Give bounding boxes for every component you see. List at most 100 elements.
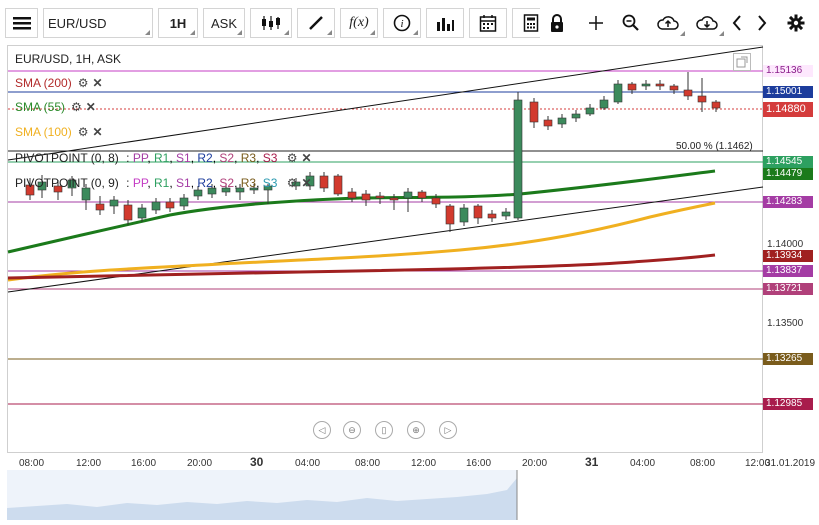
scroll-right-button[interactable]: ▷ <box>439 421 457 439</box>
candle-body[interactable] <box>683 89 693 97</box>
candle-body[interactable] <box>375 195 385 199</box>
candle-body[interactable] <box>557 117 567 125</box>
upload-button[interactable] <box>651 8 685 38</box>
candle-body[interactable] <box>95 203 105 211</box>
close-icon[interactable]: ✕ <box>92 125 103 139</box>
zoom-out-button[interactable]: ⊖ <box>343 421 361 439</box>
price-label-r3: 1.15136 <box>763 65 813 77</box>
candle-body[interactable] <box>599 99 609 109</box>
candle-body[interactable] <box>333 175 343 195</box>
pivot-1-s2: S2 <box>219 151 235 165</box>
lock-button[interactable] <box>540 8 574 38</box>
detach-button[interactable] <box>733 53 751 71</box>
chart-area[interactable] <box>7 45 763 453</box>
legend-sma-55[interactable]: SMA (55) ⚙ ✕ <box>15 100 96 114</box>
gear-icon[interactable]: ⚙ <box>286 176 298 190</box>
info-button[interactable]: i <box>383 8 421 38</box>
close-icon[interactable]: ✕ <box>301 151 312 165</box>
candle-body[interactable] <box>37 181 47 191</box>
function-button[interactable]: f(x) <box>340 8 378 38</box>
trendline-upper[interactable] <box>7 46 764 161</box>
candle-body[interactable] <box>627 83 637 91</box>
candle-body[interactable] <box>473 205 483 219</box>
symbol-input[interactable]: EUR/USD <box>43 8 153 38</box>
candle-body[interactable] <box>513 99 523 219</box>
legend-pivot-1[interactable]: PIVOTPOINT (0, 8) : PP, R1, S1, R2, S2, … <box>15 151 312 165</box>
candle-body[interactable] <box>207 187 217 195</box>
candle-body[interactable] <box>445 205 455 225</box>
candle-body[interactable] <box>571 113 581 119</box>
candle-body[interactable] <box>669 85 679 91</box>
zoom-in-button[interactable]: ⊕ <box>407 421 425 439</box>
candle-body[interactable] <box>711 101 721 109</box>
close-icon[interactable]: ✕ <box>301 176 312 190</box>
candle-body[interactable] <box>179 197 189 207</box>
fit-button[interactable]: ▯ <box>375 421 393 439</box>
price-type-select[interactable]: ASK <box>203 8 245 38</box>
candle-body[interactable] <box>417 191 427 199</box>
candle-body[interactable] <box>81 187 91 201</box>
fib-label: 50.00 % (1.1462) <box>676 141 753 152</box>
candle-body[interactable] <box>501 211 511 217</box>
close-icon[interactable]: ✕ <box>92 76 103 90</box>
candle-body[interactable] <box>361 193 371 201</box>
calendar-button[interactable] <box>469 8 507 38</box>
sma-200-line[interactable] <box>7 253 716 280</box>
candle-body[interactable] <box>613 83 623 103</box>
legend-pivot-2[interactable]: PIVOTPOINT (0, 9) : PP, R1, S1, R2, S2, … <box>15 176 312 190</box>
candle-body[interactable] <box>389 197 399 201</box>
zoom-button[interactable] <box>616 8 646 38</box>
gear-icon[interactable]: ⚙ <box>77 125 89 139</box>
download-button[interactable] <box>690 8 724 38</box>
candlesticks[interactable] <box>25 72 721 232</box>
timeframe-select[interactable]: 1H <box>158 8 198 38</box>
candle-body[interactable] <box>543 119 553 127</box>
candle-body[interactable] <box>529 101 539 123</box>
candle-body[interactable] <box>193 189 203 197</box>
candle-body[interactable] <box>151 201 161 211</box>
candle-body[interactable] <box>487 213 497 219</box>
candle-body[interactable] <box>585 107 595 115</box>
sma-100-line[interactable] <box>7 201 716 282</box>
candle-body[interactable] <box>697 95 707 103</box>
crosshair-button[interactable] <box>580 8 612 38</box>
candle-body[interactable] <box>137 207 147 219</box>
candle-body[interactable] <box>291 181 301 187</box>
candle-body[interactable] <box>263 185 273 191</box>
next-button[interactable] <box>752 8 772 38</box>
candle-body[interactable] <box>165 201 175 209</box>
price-label-r1: 1.14545 <box>763 156 813 168</box>
settings-button[interactable] <box>783 8 809 38</box>
prev-button[interactable] <box>727 8 747 38</box>
candle-body[interactable] <box>25 184 35 196</box>
candle-body[interactable] <box>459 207 469 223</box>
scroll-left-button[interactable]: ◁ <box>313 421 331 439</box>
legend-sma-100[interactable]: SMA (100) ⚙ ✕ <box>15 125 103 139</box>
menu-button[interactable] <box>5 8 38 38</box>
candle-body[interactable] <box>347 191 357 199</box>
close-icon[interactable]: ✕ <box>85 100 96 114</box>
overview-navigator[interactable] <box>7 470 813 520</box>
candle-body[interactable] <box>431 197 441 205</box>
draw-button[interactable] <box>297 8 335 38</box>
pivot-2-sep: : <box>126 176 130 190</box>
candle-body[interactable] <box>641 83 651 87</box>
candle-body[interactable] <box>655 83 665 87</box>
gear-icon[interactable]: ⚙ <box>286 151 298 165</box>
candle-body[interactable] <box>249 187 259 191</box>
candle-body[interactable] <box>403 191 413 199</box>
candle-body[interactable] <box>305 175 315 187</box>
candle-body[interactable] <box>235 187 245 193</box>
candle-body[interactable] <box>53 185 63 193</box>
volume-button[interactable] <box>426 8 464 38</box>
legend-sma-200[interactable]: SMA (200) ⚙ ✕ <box>15 76 103 90</box>
candle-body[interactable] <box>319 175 329 189</box>
chart-type-button[interactable] <box>250 8 292 38</box>
gear-icon[interactable]: ⚙ <box>77 76 89 90</box>
candle-body[interactable] <box>221 187 231 193</box>
gear-icon[interactable]: ⚙ <box>71 100 82 114</box>
candle-body[interactable] <box>67 179 77 189</box>
candle-body[interactable] <box>123 204 133 221</box>
candle-body[interactable] <box>109 199 119 207</box>
